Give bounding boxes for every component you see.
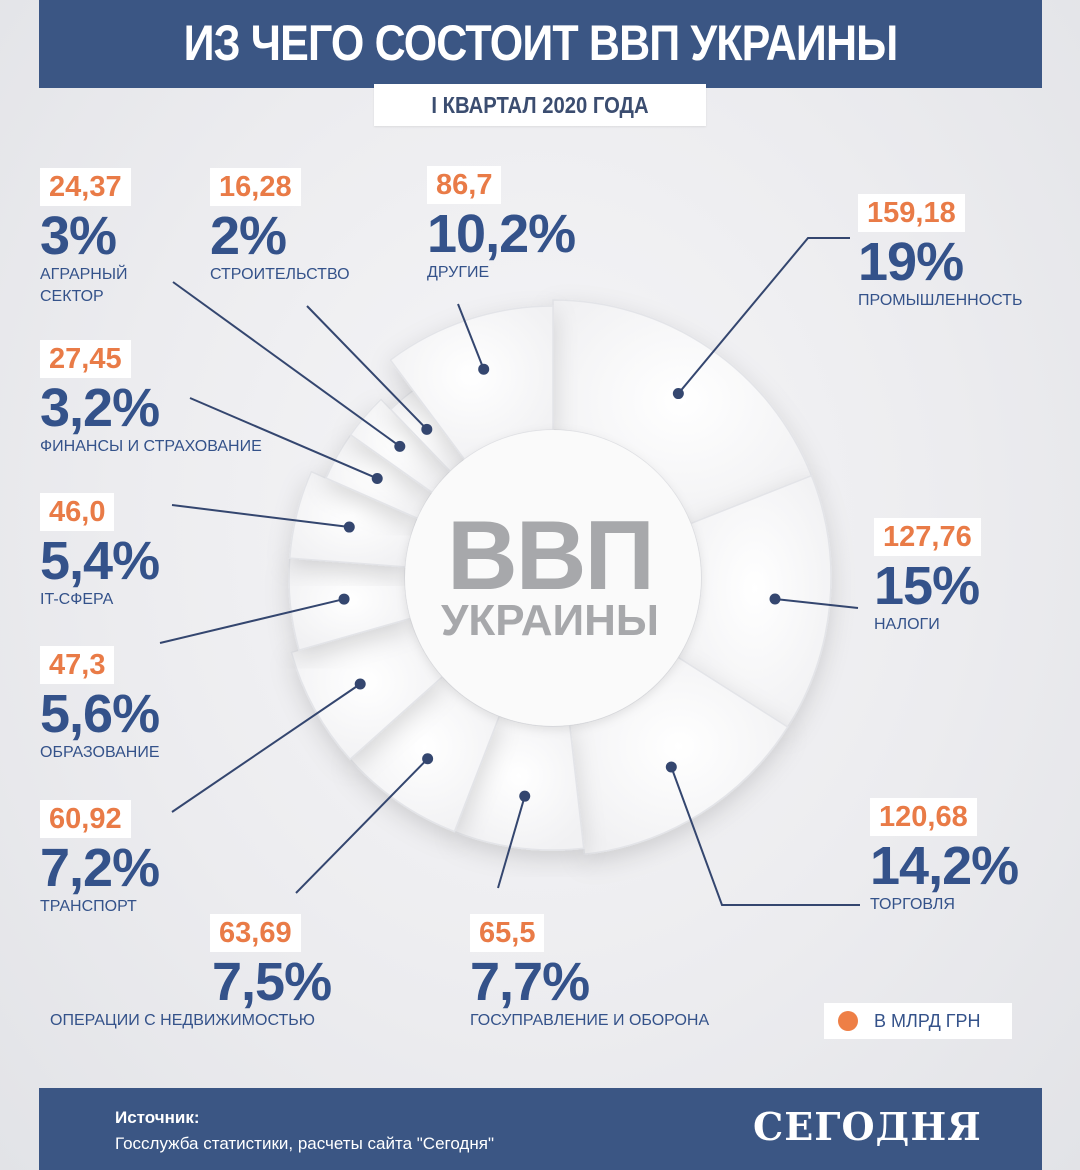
slice-label-finance: 27,45 3,2% Финансы и страхование xyxy=(40,340,262,458)
slice-label-industry: 159,18 19% Промышленность xyxy=(858,194,1022,312)
slice-label-construction: 16,28 2% Строительство xyxy=(210,168,350,286)
slice-label-other: 86,7 10,2% Другие xyxy=(427,166,576,284)
slice-value: 127,76 xyxy=(874,518,981,556)
connector-dot-finance xyxy=(371,472,383,484)
slice-value: 47,3 xyxy=(40,646,115,684)
slice-share: 10,2% xyxy=(427,204,576,264)
connector-dot-education xyxy=(338,593,350,605)
connector-line-it xyxy=(171,504,350,529)
slice-name: Образование xyxy=(40,744,160,761)
connector-dot-trade xyxy=(665,761,677,773)
connector-line-education xyxy=(159,598,345,644)
connector-dot-transport xyxy=(354,678,366,690)
connector-line-industry xyxy=(677,237,850,395)
slice-name: Другие xyxy=(427,264,490,281)
connector-line-transport xyxy=(171,683,361,813)
connector-line-government xyxy=(497,795,526,889)
slice-value: 27,45 xyxy=(40,340,131,378)
slice-share: 19% xyxy=(858,232,964,292)
slice-value: 63,69 xyxy=(210,914,301,952)
donut-center-subtitle: УКРАИНЫ xyxy=(441,596,659,645)
slice-label-taxes: 127,76 15% Налоги xyxy=(874,518,981,636)
slice-value: 159,18 xyxy=(858,194,965,232)
legend: В МЛРД ГРН xyxy=(824,1003,1012,1039)
connector-line-construction xyxy=(306,305,428,431)
connector-dot-construction xyxy=(421,423,433,435)
connector-dot-it xyxy=(343,521,355,533)
slice-name: Операции с недвижимостью xyxy=(50,1012,315,1029)
orange-dot-icon xyxy=(838,1011,858,1031)
slice-value: 60,92 xyxy=(40,800,131,838)
slice-name: IT-сфера xyxy=(40,591,114,608)
slice-share: 5,4% xyxy=(40,531,160,591)
legend-label: В МЛРД ГРН xyxy=(874,1010,981,1031)
slice-name: Госуправление и оборона xyxy=(470,1012,710,1029)
slice-label-government: 65,5 7,7% Госуправление и оборона xyxy=(470,914,709,1032)
slice-name: Аграрный сектор xyxy=(40,266,128,305)
slice-share: 14,2% xyxy=(870,836,1019,896)
slice-value: 16,28 xyxy=(210,168,301,206)
slice-share: 3,2% xyxy=(40,378,160,438)
connector-dot-agro xyxy=(394,440,406,452)
brand-logo: СЕГОДНЯ xyxy=(753,1104,982,1149)
connector-line-real-estate xyxy=(295,758,429,894)
source-label: Источник: xyxy=(115,1108,200,1127)
page-title: ИЗ ЧЕГО СОСТОИТ ВВП УКРАИНЫ xyxy=(183,15,899,71)
header-banner: ИЗ ЧЕГО СОСТОИТ ВВП УКРАИНЫ xyxy=(39,0,1042,88)
connector-dot-other xyxy=(478,363,490,375)
slice-name: Транспорт xyxy=(40,898,137,915)
connector-line-other xyxy=(457,303,485,370)
footer-banner: Источник: Госслужба статистики, расчеты … xyxy=(39,1088,1042,1170)
slice-label-transport: 60,92 7,2% Транспорт xyxy=(40,800,160,918)
slice-share: 15% xyxy=(874,556,980,616)
slice-label-real-estate: 63,69 7,5% Операции с недвижимостью xyxy=(50,914,332,1032)
connector-line-agro xyxy=(172,281,401,448)
connector-dot-industry xyxy=(672,388,684,400)
slice-label-trade: 120,68 14,2% Торговля xyxy=(870,798,1019,916)
slice-share: 5,6% xyxy=(40,684,160,744)
slice-name: Строительство xyxy=(210,266,350,283)
slice-label-agro: 24,37 3% Аграрный сектор xyxy=(40,168,160,308)
slice-value: 120,68 xyxy=(870,798,977,836)
slice-name: Торговля xyxy=(870,896,955,913)
slice-value: 46,0 xyxy=(40,493,115,531)
slice-value: 86,7 xyxy=(427,166,502,204)
slice-share: 7,5% xyxy=(212,952,332,1012)
slice-value: 24,37 xyxy=(40,168,131,206)
slice-name: Налоги xyxy=(874,616,940,633)
slice-share: 2% xyxy=(210,206,287,266)
slice-name: Промышленность xyxy=(858,292,1023,309)
connector-dot-taxes xyxy=(769,593,781,605)
slice-name: Финансы и страхование xyxy=(40,438,262,455)
slice-share: 7,7% xyxy=(470,952,590,1012)
donut-center-plate xyxy=(405,430,701,726)
connector-line-trade xyxy=(670,766,860,906)
connector-dot-government xyxy=(519,790,531,802)
period-badge: I КВАРТАЛ 2020 ГОДА xyxy=(374,84,706,126)
donut-slice-it xyxy=(288,470,419,568)
connector-line-finance xyxy=(189,397,378,480)
source-text: Госслужба статистики, расчеты сайта "Сег… xyxy=(115,1134,494,1153)
slice-share: 7,2% xyxy=(40,838,160,898)
connector-dot-real-estate xyxy=(422,753,434,765)
slice-share: 3% xyxy=(40,206,117,266)
slice-label-education: 47,3 5,6% Образование xyxy=(40,646,160,764)
connector-line-taxes xyxy=(774,597,859,609)
slice-label-it: 46,0 5,4% IT-сфера xyxy=(40,493,160,611)
slice-value: 65,5 xyxy=(470,914,545,952)
donut-center-title: ВВП xyxy=(447,500,655,610)
period-label: I КВАРТАЛ 2020 ГОДА xyxy=(431,92,649,118)
